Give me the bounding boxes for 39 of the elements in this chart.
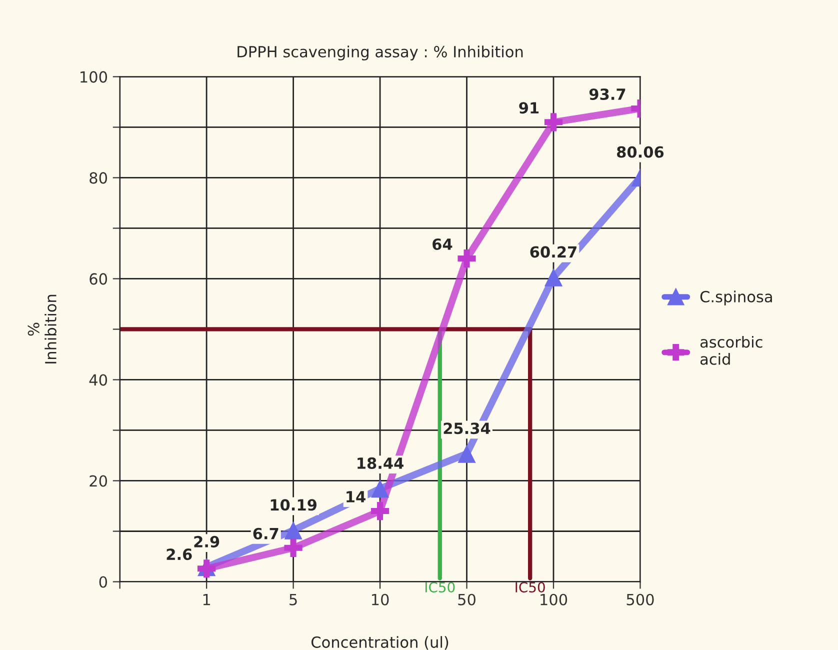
y-tick-label: 20 — [90, 475, 108, 487]
x-tick-label: 500 — [626, 594, 654, 606]
data-label: 93.7 — [589, 88, 626, 100]
x-tick-label: 10 — [372, 594, 389, 606]
point — [544, 113, 563, 132]
legend-label: ascorbic acid — [700, 336, 762, 365]
data-label: 6.7 — [253, 528, 278, 540]
point — [284, 521, 302, 540]
legend-label: C.spinosa — [700, 290, 772, 306]
point — [370, 502, 390, 520]
point — [544, 268, 563, 286]
y-tick-label: 60 — [90, 273, 108, 285]
x-tick-label: 100 — [540, 594, 568, 606]
data-label: 18.44 — [358, 457, 404, 469]
data-label: 2.6 — [166, 548, 192, 560]
x-axis-title: Concentration (ul) — [312, 636, 448, 650]
data-label: 60.27 — [530, 246, 576, 258]
y-axis-title: % Inhibition — [28, 294, 56, 364]
x-tick-label: 5 — [290, 594, 297, 606]
y-tick-label: 40 — [89, 374, 108, 386]
point — [458, 249, 476, 268]
data-label: 64 — [432, 238, 452, 250]
data-label: 10.19 — [270, 499, 316, 511]
point — [458, 444, 476, 463]
data-label: 91 — [519, 102, 539, 114]
y-tick-label: 100 — [80, 71, 108, 83]
text: IC50 — [516, 582, 545, 592]
x-tick-label: 50 — [458, 594, 476, 606]
point — [370, 480, 390, 498]
data-label: 2.9 — [194, 536, 220, 548]
y-tick-label: 0 — [99, 576, 108, 588]
data-label: 14 — [346, 491, 366, 502]
y-tick-label: 80 — [90, 172, 108, 184]
data-label: 25.34 — [444, 422, 490, 434]
text: IC50 — [426, 582, 455, 592]
chart-title: DPPH scavenging assay : % Inhibition — [238, 46, 523, 60]
x-tick-label: 1 — [203, 594, 210, 606]
point — [284, 538, 302, 557]
data-label: 80.06 — [617, 146, 664, 158]
